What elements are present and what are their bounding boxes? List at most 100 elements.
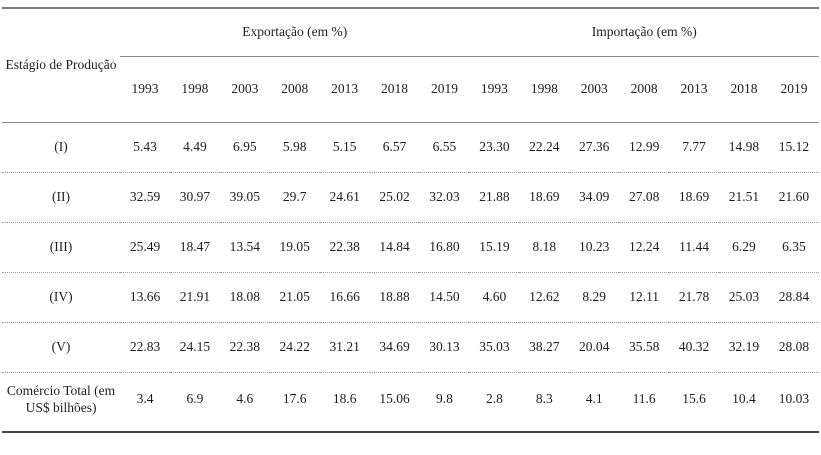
import-value-cell: 18.69	[669, 172, 719, 223]
export-value-cell: 16.66	[319, 272, 370, 323]
import-value-cell: 11.6	[619, 371, 670, 432]
export-value-cell: 6.9	[169, 371, 220, 432]
import-value-cell: 38.27	[519, 322, 570, 373]
years-import-2003: 2003	[569, 56, 620, 123]
export-value-cell: 18.08	[219, 272, 270, 323]
import-value-cell: 21.78	[669, 272, 719, 323]
export-value-cell: 16.80	[419, 222, 470, 273]
export-value-cell: 5.43	[133, 139, 157, 155]
export-value-cell: 30.97	[169, 172, 220, 223]
import-value-cell: 15.19	[469, 222, 520, 273]
import-value-cell: 40.32	[669, 322, 719, 373]
export-value-cell: 14.84	[369, 222, 420, 273]
import-group-header: Importação (em %)	[469, 8, 819, 57]
export-group-header: Exportação (em %)	[120, 8, 470, 57]
years-import-2008: 2008	[619, 56, 670, 123]
export-value-cell: 22.83	[120, 322, 170, 373]
import-value-cell: 8.3	[519, 371, 570, 432]
export-value-cell: 29.7	[269, 172, 320, 223]
import-value-cell: 35.58	[619, 322, 670, 373]
years-import-2019: 2019	[768, 56, 819, 123]
export-value-cell: 32.03	[419, 172, 470, 223]
import-value-cell: 27.36	[579, 139, 610, 155]
import-value-cell: 21.60	[768, 172, 819, 223]
export-value-cell: 21.91	[169, 272, 220, 323]
export-value-cell: 17.6	[269, 371, 320, 432]
export-value-cell: 31.21	[319, 322, 370, 373]
years-import-1993: 1993	[469, 56, 520, 123]
row-label: (V)	[2, 322, 121, 373]
export-value-cell: 18.88	[369, 272, 420, 323]
export-value-cell: 32.59	[120, 172, 170, 223]
import-value-cell: 8.29	[569, 272, 620, 323]
import-value-cell: 28.08	[768, 322, 819, 373]
export-value-cell: 13.66	[120, 272, 170, 323]
import-value-cell: 20.04	[569, 322, 620, 373]
years-export-2013: 2013	[319, 56, 370, 123]
import-value-cell: 6.29	[718, 222, 769, 273]
years-export-1998: 1998	[169, 56, 220, 123]
table-row: (IV) 13.66 21.91 18.08 21.05 16.66 18.88 14.50 4…	[2, 272, 819, 323]
import-value-cell: 21.51	[718, 172, 769, 223]
row-label: (III)	[2, 222, 121, 273]
export-value-cell: 3.4	[120, 371, 170, 432]
import-value-cell: 12.99	[628, 139, 660, 155]
export-value-cell: 15.06	[369, 371, 420, 432]
import-value-cell: 7.77	[682, 139, 706, 155]
import-value-cell: 27.08	[619, 172, 670, 223]
import-value-cell: 6.35	[768, 222, 819, 273]
import-value-cell: 32.19	[718, 322, 769, 373]
export-value-cell: 13.54	[219, 222, 270, 273]
export-value-cell: 14.50	[419, 272, 470, 323]
row-label: Comércio Total (em US$ bilhões)	[2, 371, 121, 432]
export-value-cell: 18.6	[319, 371, 370, 432]
export-value-cell: 30.13	[419, 322, 470, 373]
group-header-row: Estágio de Produção Exportação (em %) Im…	[2, 8, 819, 123]
years-import-2013: 2013	[669, 56, 719, 123]
table-row: Comércio Total (em US$ bilhões) 3.4 6.9 4.6…	[2, 371, 819, 432]
stage-column-header: Estágio de Produção	[2, 8, 121, 123]
years-import-1998: 1998	[519, 56, 570, 123]
table-row: (III) 25.49 18.47 13.54 19.05 22.38 14.84 16.80…	[2, 222, 819, 273]
years-export-1993: 1993	[120, 56, 170, 123]
export-value-cell: 6.55	[432, 139, 457, 155]
export-value-cell: 39.05	[219, 172, 270, 223]
export-value-cell: 5.15	[332, 139, 357, 155]
row-label: (II)	[2, 172, 121, 223]
export-value-cell: 24.22	[269, 322, 320, 373]
import-value-cell: 10.03	[768, 371, 819, 432]
table-row: (II) 32.59 30.97 39.05 29.7 24.61 25.02 32.03 21…	[2, 172, 819, 223]
export-value-cell: 4.49	[183, 139, 207, 155]
import-value-cell: 10.23	[569, 222, 620, 273]
import-value-cell: 8.18	[519, 222, 570, 273]
export-value-cell: 4.6	[219, 371, 270, 432]
import-value-cell: 12.62	[519, 272, 570, 323]
export-value-cell: 18.47	[169, 222, 220, 273]
import-value-cell: 18.69	[519, 172, 570, 223]
years-export-2019: 2019	[419, 56, 470, 123]
row-label: (I)	[54, 139, 68, 155]
export-value-cell: 21.05	[269, 272, 320, 323]
years-export-2018: 2018	[369, 56, 420, 123]
import-value-cell: 23.30	[479, 139, 510, 155]
import-value-cell: 22.24	[529, 139, 560, 155]
import-value-cell: 10.4	[718, 371, 769, 432]
export-value-cell: 34.69	[369, 322, 420, 373]
import-value-cell: 12.11	[619, 272, 670, 323]
import-value-cell: 11.44	[669, 222, 719, 273]
import-value-cell: 4.60	[469, 272, 520, 323]
export-value-cell: 22.38	[319, 222, 370, 273]
export-value-cell: 25.49	[120, 222, 170, 273]
export-value-cell: 24.15	[169, 322, 220, 373]
export-value-cell: 9.8	[419, 371, 470, 432]
years-export-2008: 2008	[269, 56, 320, 123]
export-value-cell: 19.05	[269, 222, 320, 273]
import-value-cell: 2.8	[469, 371, 520, 432]
import-value-cell: 15.12	[778, 139, 810, 155]
import-value-cell: 14.98	[728, 139, 760, 155]
import-value-cell: 15.6	[669, 371, 719, 432]
export-value-cell: 25.02	[369, 172, 420, 223]
import-value-cell: 34.09	[569, 172, 620, 223]
table-row: (V) 22.83 24.15 22.38 24.22 31.21 34.69 30.13 35…	[2, 322, 819, 373]
export-value-cell: 6.57	[382, 139, 407, 155]
